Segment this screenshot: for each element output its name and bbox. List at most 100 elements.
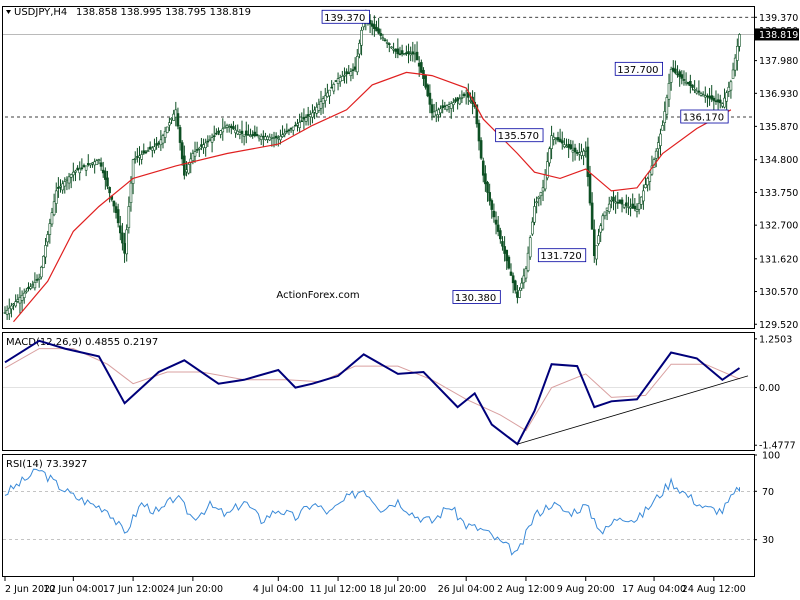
candle-body xyxy=(313,109,316,113)
price-candles xyxy=(3,9,741,320)
price-label: 135.570 xyxy=(498,131,539,142)
candle-body xyxy=(176,113,180,127)
candle-body xyxy=(663,111,667,123)
candle-body xyxy=(725,92,728,102)
macd-signal-line xyxy=(4,348,740,432)
candle-body xyxy=(684,81,688,84)
candle-body xyxy=(370,23,374,27)
time-tick-label: 10 Jun 04:00 xyxy=(43,584,103,595)
time-tick-label: 24 Jun 20:00 xyxy=(163,584,223,595)
candle-body xyxy=(217,130,220,133)
candle-body xyxy=(238,132,242,135)
candle-body xyxy=(415,51,419,61)
candle-body xyxy=(625,202,628,206)
candle-body xyxy=(345,71,348,75)
candle-body xyxy=(603,211,607,217)
candle-body xyxy=(204,142,207,148)
candle-body xyxy=(424,75,427,88)
candle-body xyxy=(383,39,387,42)
candle-body xyxy=(601,215,605,230)
candle-body xyxy=(629,206,632,209)
rsi-plot xyxy=(3,468,754,556)
candle-body xyxy=(486,182,489,193)
candle-body xyxy=(321,98,325,104)
candle-body xyxy=(635,209,639,212)
candle-body xyxy=(84,165,88,171)
candle-body xyxy=(355,56,359,73)
candle-body xyxy=(592,229,596,256)
candle-body xyxy=(131,159,135,184)
time-tick-label: 17 Aug 04:00 xyxy=(622,584,686,595)
candle-body xyxy=(42,256,45,268)
candle-body xyxy=(287,129,291,132)
candle-body xyxy=(420,62,423,73)
candle-body xyxy=(569,144,573,150)
candle-body xyxy=(14,301,17,307)
rsi-tick-label: 30 xyxy=(762,535,774,546)
candle-body xyxy=(197,147,201,150)
price-label-box xyxy=(537,248,587,263)
candle-body xyxy=(200,144,203,147)
rsi-axis: 100 70 30 xyxy=(754,451,780,546)
candle-body xyxy=(234,129,237,134)
candle-body xyxy=(501,241,504,247)
price-annotations: 139.370 136.170 137.700 135.570 131.720 130.3… xyxy=(321,9,729,304)
chevron-down-icon[interactable] xyxy=(6,10,11,14)
candle-body xyxy=(657,142,660,150)
panel-frames xyxy=(2,6,755,577)
candle-body xyxy=(622,204,626,208)
candle-body xyxy=(159,139,163,146)
candle-body xyxy=(360,29,363,46)
candle-body xyxy=(27,286,30,290)
candle-body xyxy=(311,112,314,118)
candle-body xyxy=(63,181,67,187)
candle-body xyxy=(507,256,511,269)
candle-body xyxy=(567,143,570,148)
candle-body xyxy=(503,246,506,254)
candle-body xyxy=(554,138,558,140)
candle-body xyxy=(61,183,64,191)
candle-body xyxy=(219,130,222,135)
candle-body xyxy=(10,305,13,310)
candle-body xyxy=(445,105,449,110)
candle-body xyxy=(69,174,73,178)
candle-body xyxy=(319,101,323,109)
candle-body xyxy=(121,232,124,244)
candle-body xyxy=(678,71,681,77)
candle-body xyxy=(270,137,274,139)
candle-body xyxy=(513,280,517,291)
candle-body xyxy=(539,192,543,197)
candle-body xyxy=(718,99,722,104)
time-tick-label: 11 Jul 12:00 xyxy=(310,584,367,595)
macd-trendline xyxy=(517,375,749,445)
candle-body xyxy=(279,136,282,141)
price-label-box xyxy=(452,290,501,304)
candle-body xyxy=(633,205,637,210)
candle-body xyxy=(614,201,617,204)
candle-body xyxy=(39,266,43,278)
candle-body xyxy=(74,170,77,173)
rsi-tick-label: 100 xyxy=(762,451,780,462)
candle-body xyxy=(116,209,120,224)
candle-body xyxy=(163,130,167,138)
time-tick-label: 26 Jul 04:00 xyxy=(438,584,495,595)
candle-body xyxy=(458,98,462,105)
candle-body xyxy=(646,178,649,186)
candle-body xyxy=(516,291,519,298)
candle-body xyxy=(721,103,724,107)
candle-body xyxy=(138,155,141,158)
candle-body xyxy=(661,125,664,131)
candle-body xyxy=(249,135,252,137)
price-label-box xyxy=(321,9,370,24)
macd-panel-frame xyxy=(2,332,755,451)
candle-body xyxy=(300,120,304,123)
candle-body xyxy=(597,235,600,244)
candle-body xyxy=(89,163,92,166)
candle-body xyxy=(48,223,52,235)
price-label-box xyxy=(680,109,729,124)
candle-body xyxy=(714,100,718,103)
candle-body xyxy=(447,104,451,107)
candle-body xyxy=(341,76,344,81)
candle-body xyxy=(191,153,195,161)
candle-body xyxy=(67,176,71,184)
